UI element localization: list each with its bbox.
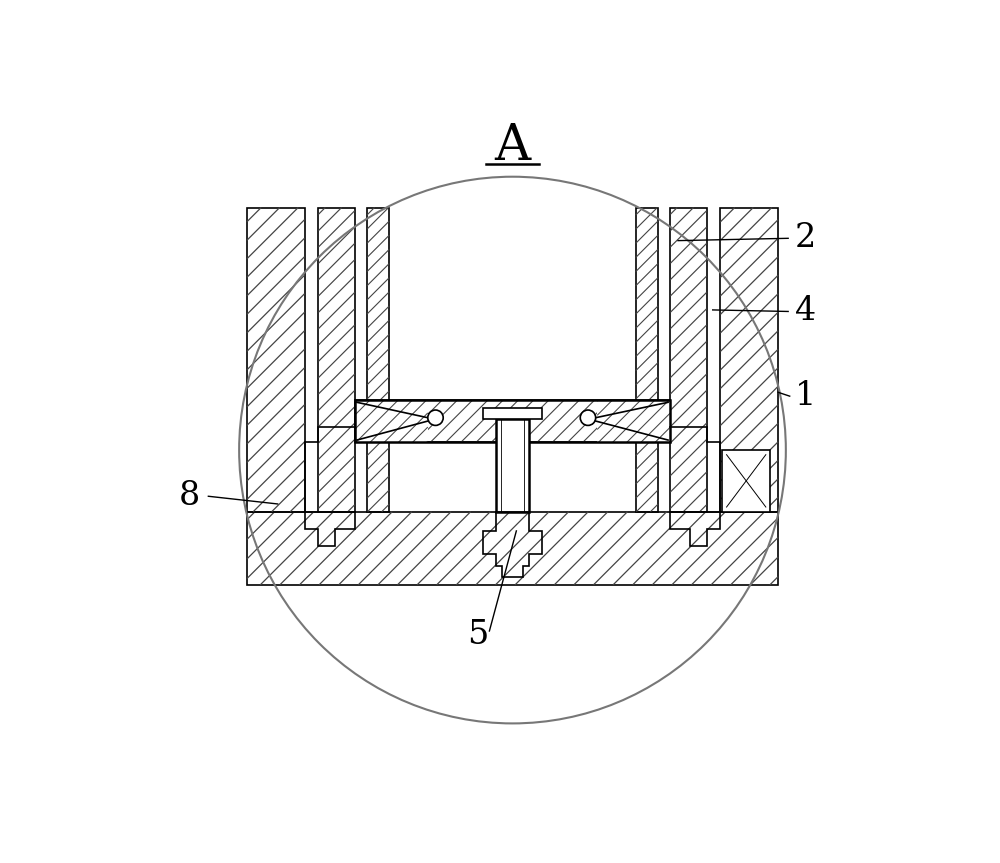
Bar	[496, 419, 529, 512]
Bar	[247, 207, 305, 512]
Bar	[355, 400, 670, 443]
Bar	[318, 207, 355, 512]
Bar	[367, 207, 389, 512]
Bar	[636, 207, 658, 512]
Text: 8: 8	[178, 481, 200, 513]
Bar	[670, 207, 707, 512]
Bar	[247, 512, 778, 585]
Bar	[247, 207, 305, 512]
Bar	[367, 207, 389, 512]
Text: A: A	[494, 121, 531, 171]
Bar	[318, 207, 355, 512]
Text: 4: 4	[795, 295, 816, 327]
Bar	[355, 400, 428, 443]
Circle shape	[428, 410, 443, 425]
Text: 1: 1	[794, 381, 816, 413]
Bar	[722, 450, 770, 512]
Bar	[720, 207, 778, 512]
Text: 2: 2	[794, 223, 816, 255]
Bar	[247, 512, 778, 585]
Bar	[355, 400, 670, 443]
Circle shape	[580, 410, 596, 425]
Bar	[597, 400, 670, 443]
Bar	[720, 207, 778, 512]
Bar	[670, 207, 707, 512]
Bar	[636, 207, 658, 512]
Bar	[483, 408, 542, 419]
Bar	[355, 400, 670, 443]
Text: 5: 5	[467, 619, 489, 651]
